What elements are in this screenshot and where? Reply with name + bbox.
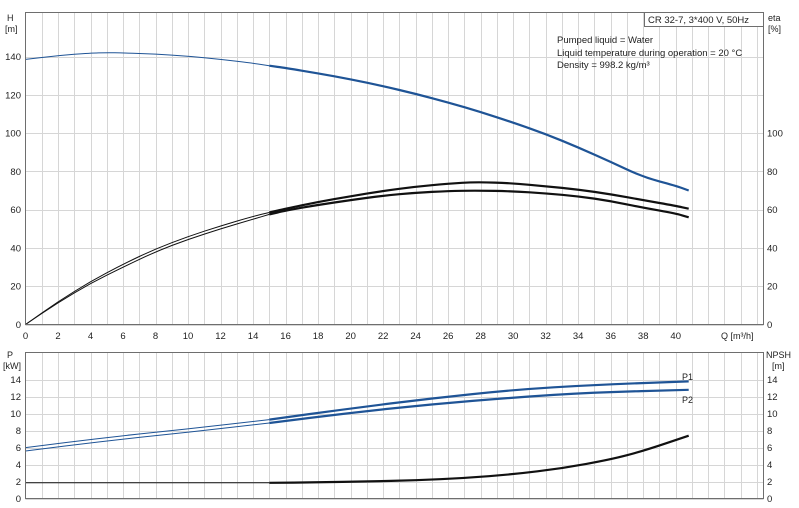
bottom-left-tick-label: 6 — [16, 443, 21, 454]
bottom-left-tick-label: 14 — [10, 375, 21, 386]
bottom-chart-grid — [25, 352, 764, 500]
x-tick-label: 18 — [313, 331, 324, 342]
title-box — [644, 12, 764, 27]
bottom-left-tick-label: 8 — [16, 426, 21, 437]
x-tick-label: 30 — [508, 331, 519, 342]
bottom-chart-curves — [25, 380, 690, 484]
x-tick-label: 40 — [670, 331, 681, 342]
x-tick-label: 22 — [378, 331, 389, 342]
top-left-axis-label-line1: H — [7, 13, 14, 23]
top-left-tick-label: 100 — [5, 129, 21, 140]
top-curve-1-line-thin — [25, 212, 270, 325]
top-right-tick-label: 80 — [767, 167, 778, 178]
top-right-tick-label: 0 — [767, 320, 772, 331]
bottom-chart-tick-labels: 0 2 4 6 8 10 12 14 0 2 4 6 8 10 12 14 — [10, 375, 777, 505]
bottom-left-tick-label: 12 — [10, 392, 21, 403]
bottom-left-tick-label: 4 — [16, 460, 21, 471]
bottom-right-tick-label: 14 — [767, 375, 778, 386]
bottom-left-tick-label: 10 — [10, 409, 21, 420]
top-left-tick-label: 0 — [16, 320, 21, 331]
top-chart-frame — [25, 12, 764, 325]
x-tick-label: 4 — [88, 331, 93, 342]
bottom-curve-2-line-operating — [269, 434, 690, 484]
top-right-axis-label-line1: eta — [768, 13, 781, 23]
top-left-tick-label: 40 — [10, 243, 21, 254]
x-tick-label: 32 — [540, 331, 551, 342]
bottom-p1-line-thin — [25, 419, 270, 449]
top-right-tick-label: 20 — [767, 282, 778, 293]
x-tick-label: 36 — [605, 331, 616, 342]
top-chart-curves — [25, 52, 690, 325]
x-tick-label: 16 — [280, 331, 291, 342]
x-tick-label: 0 — [23, 331, 28, 342]
top-curve-2-line-thin — [25, 213, 270, 325]
chart-title: CR 32-7, 3*400 V, 50Hz — [648, 15, 749, 26]
top-curve-0-line-operating — [269, 64, 690, 192]
x-tick-label: 6 — [120, 331, 125, 342]
x-tick-label: 20 — [345, 331, 356, 342]
bottom-right-tick-label: 4 — [767, 460, 772, 471]
bottom-right-tick-label: 2 — [767, 477, 772, 488]
bottom-left-tick-label: 0 — [16, 494, 21, 505]
bottom-left-axis-label-line2: [kW] — [3, 361, 21, 371]
x-tick-label: 34 — [573, 331, 584, 342]
series-label-p1: P1 — [682, 372, 693, 382]
info-liquid-temperature: Liquid temperature during operation = 20… — [557, 48, 742, 59]
x-tick-label: 28 — [475, 331, 486, 342]
top-left-axis-label-line2: [m] — [5, 24, 18, 34]
top-left-tick-label: 60 — [10, 205, 21, 216]
bottom-chart-frame — [25, 352, 764, 499]
top-curve-0-line-thin — [25, 52, 270, 67]
x-tick-label: 2 — [55, 331, 60, 342]
top-right-axis-label-line2: [%] — [768, 24, 781, 34]
bottom-p1-line-operating — [269, 380, 689, 421]
x-tick-label: 24 — [410, 331, 421, 342]
x-tick-label: 14 — [248, 331, 259, 342]
top-right-tick-label: 40 — [767, 243, 778, 254]
x-tick-label: 38 — [638, 331, 649, 342]
top-right-tick-label: 100 — [767, 129, 783, 140]
bottom-p2-line-operating — [269, 388, 689, 425]
bottom-right-tick-label: 6 — [767, 443, 772, 454]
x-tick-label: 12 — [215, 331, 226, 342]
info-pumped-liquid: Pumped liquid = Water — [557, 35, 653, 46]
x-tick-label: 10 — [183, 331, 194, 342]
x-axis-label: Q [m³/h] — [721, 331, 754, 341]
bottom-right-tick-label: 0 — [767, 494, 772, 505]
series-label-p2: P2 — [682, 395, 693, 405]
top-curve-1-line-operating — [269, 181, 689, 214]
info-density: Density = 998.2 kg/m³ — [557, 60, 650, 71]
bottom-right-tick-label: 10 — [767, 409, 778, 420]
x-tick-label: 26 — [443, 331, 454, 342]
x-tick-label: 8 — [153, 331, 158, 342]
bottom-left-tick-label: 2 — [16, 477, 21, 488]
bottom-right-axis-label-line1: NPSH — [766, 350, 791, 360]
top-right-tick-label: 60 — [767, 205, 778, 216]
top-left-tick-label: 20 — [10, 282, 21, 293]
bottom-right-tick-label: 8 — [767, 426, 772, 437]
top-left-tick-label: 80 — [10, 167, 21, 178]
bottom-right-tick-label: 12 — [767, 392, 778, 403]
bottom-left-axis-label-line1: P — [7, 350, 13, 360]
bottom-p2-line-thin — [25, 422, 270, 452]
top-left-tick-label: 140 — [5, 52, 21, 63]
top-left-tick-label: 120 — [5, 90, 21, 101]
top-curve-2-line-operating — [269, 189, 690, 219]
top-chart-grid — [25, 12, 764, 326]
bottom-right-axis-label-line2: [m] — [772, 361, 785, 371]
